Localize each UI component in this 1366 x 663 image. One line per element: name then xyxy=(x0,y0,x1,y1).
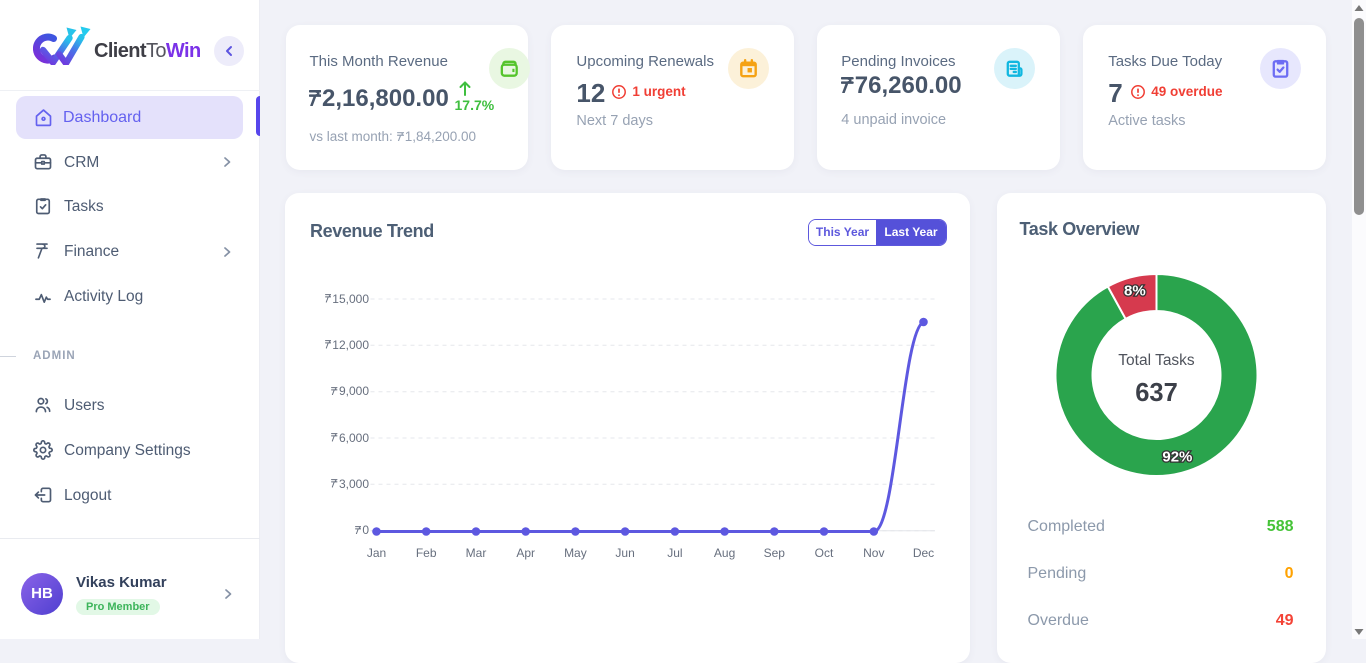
svg-text:Mar: Mar xyxy=(466,546,487,560)
svg-text:Feb: Feb xyxy=(416,546,437,560)
svg-text:May: May xyxy=(564,546,587,560)
svg-text:637: 637 xyxy=(1135,379,1178,407)
svg-text:8%: 8% xyxy=(1124,283,1146,300)
svg-text:Aug: Aug xyxy=(714,546,735,560)
svg-text:Jan: Jan xyxy=(367,546,386,560)
svg-text:Sep: Sep xyxy=(764,546,786,560)
svg-text:92%: 92% xyxy=(1162,448,1192,465)
svg-text:Dec: Dec xyxy=(913,546,934,560)
svg-text:Total Tasks: Total Tasks xyxy=(1118,352,1195,369)
svg-text:Apr: Apr xyxy=(516,546,535,560)
svg-text:Oct: Oct xyxy=(815,546,834,560)
svg-text:Nov: Nov xyxy=(863,546,884,560)
svg-text:Jul: Jul xyxy=(667,546,682,560)
svg-text:Jun: Jun xyxy=(615,546,634,560)
